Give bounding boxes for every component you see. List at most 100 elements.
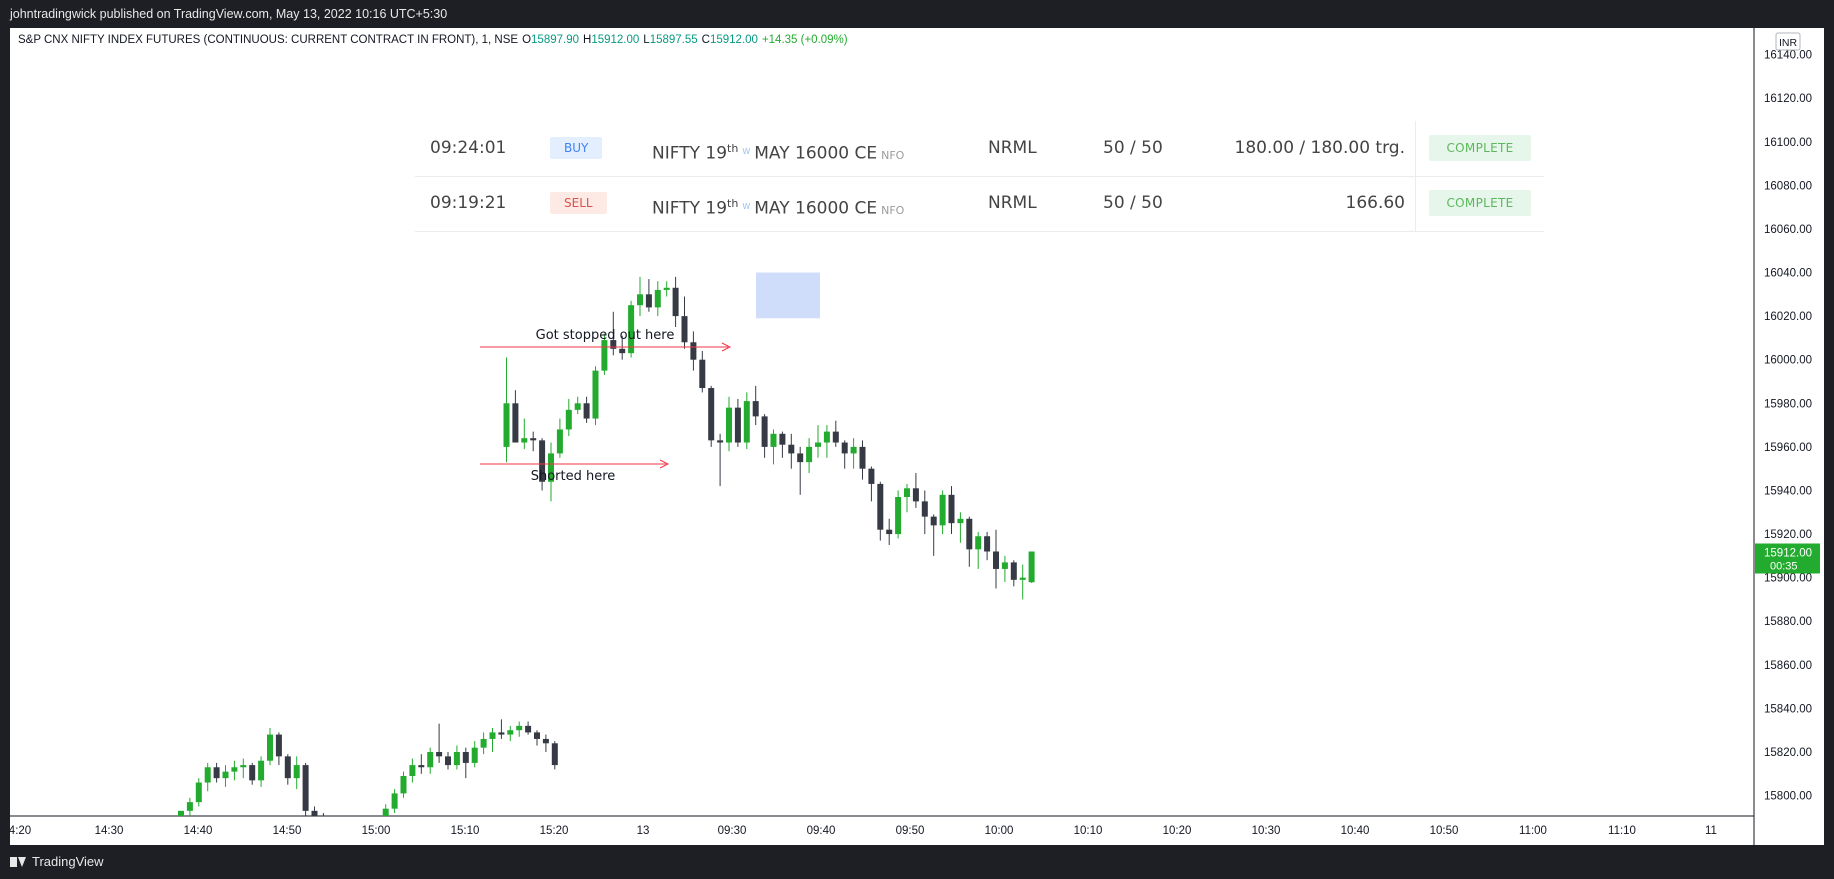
candle — [516, 721, 523, 737]
candle — [868, 466, 875, 502]
candle-body — [178, 810, 184, 816]
candle-body — [806, 446, 813, 463]
candle-body — [690, 342, 697, 360]
candle — [708, 385, 715, 447]
candle — [904, 483, 910, 513]
candle-body — [302, 765, 309, 811]
price-tick-label: 15920.00 — [1764, 529, 1812, 541]
tradingview-logo-icon — [10, 856, 26, 867]
candle-body — [1010, 562, 1017, 580]
candle — [619, 335, 626, 360]
candle — [645, 279, 652, 312]
candle-body — [539, 440, 546, 482]
time-tick-label: 13 — [637, 825, 650, 837]
weekly-icon: W — [742, 146, 751, 156]
candle-body — [521, 438, 528, 443]
candle-body — [583, 403, 590, 419]
candle — [574, 396, 581, 415]
published-text: johntradingwick published on TradingView… — [10, 7, 448, 21]
candle — [329, 817, 335, 834]
candle-body — [284, 756, 291, 779]
candle — [551, 741, 558, 770]
candle-body — [610, 340, 617, 349]
candle — [222, 765, 229, 787]
candle — [507, 725, 514, 742]
candle-body — [204, 767, 211, 783]
candle — [966, 516, 973, 567]
candle-body — [222, 771, 229, 779]
candle-body — [530, 438, 537, 441]
candle — [948, 486, 955, 535]
tradingview-logo[interactable]: TradingView — [10, 854, 104, 869]
candle — [975, 531, 982, 569]
candle — [453, 745, 460, 770]
published-header: johntradingwick published on TradingView… — [0, 0, 1834, 28]
candle — [850, 438, 857, 469]
candle-body — [347, 830, 353, 832]
candle — [806, 438, 813, 474]
candle-body — [761, 416, 768, 447]
ohlc-high: H15912.00 — [583, 34, 640, 46]
candle-body — [534, 732, 540, 739]
candle — [797, 446, 804, 495]
candle-body — [619, 348, 626, 354]
time-tick-label: 11:00 — [1519, 825, 1547, 837]
symbol-name: S&P CNX NIFTY INDEX FUTURES (CONTINUOUS:… — [18, 34, 519, 46]
candle-body — [382, 808, 389, 816]
candle — [347, 826, 353, 841]
candle — [1028, 551, 1035, 583]
time-tick-label: 10:40 — [1341, 825, 1370, 837]
footer-bar: TradingView — [0, 845, 1834, 879]
candle — [957, 512, 964, 543]
order-time: 09:24:01 — [430, 138, 507, 158]
countdown-value: 00:35 — [1770, 560, 1798, 572]
candle-body — [542, 738, 549, 744]
price-tick-label: 15840.00 — [1764, 703, 1812, 715]
candle — [322, 813, 324, 816]
candle — [637, 276, 643, 317]
current-price-bg — [1755, 543, 1820, 574]
candle-body — [672, 287, 679, 317]
annotations: Got stopped out here Shorted here — [480, 328, 732, 484]
time-tick-label: 15:10 — [451, 825, 480, 837]
time-tick-label: 15:20 — [540, 825, 569, 837]
candle-body — [400, 775, 407, 794]
candle — [231, 760, 238, 781]
candle — [734, 398, 741, 447]
shorted-arrow-head — [659, 459, 670, 469]
candle-body — [489, 732, 496, 739]
candle-body — [258, 760, 265, 781]
candle — [859, 440, 866, 480]
highlight-box — [756, 272, 820, 319]
candle-body — [231, 767, 238, 772]
candle-body — [462, 752, 469, 763]
price-change: +14.35 (+0.09%) — [761, 34, 848, 46]
candle — [726, 396, 732, 452]
candle-body — [213, 767, 220, 779]
candle — [592, 366, 599, 426]
candle — [525, 721, 532, 735]
time-tick-label: 09:40 — [807, 825, 836, 837]
candle-body — [717, 440, 724, 443]
candle-body — [823, 431, 830, 443]
candle — [717, 433, 724, 487]
candle-body — [815, 442, 821, 447]
candle-body — [275, 734, 282, 757]
candle — [534, 730, 540, 746]
time-tick-label: 10:10 — [1074, 825, 1103, 837]
ohlc-close: C15912.00 — [701, 34, 758, 46]
candle-body — [770, 433, 777, 447]
candle — [462, 747, 469, 779]
order-qty: 50 / 50 — [1103, 138, 1163, 158]
candle-body — [654, 289, 661, 308]
order-time: 09:19:21 — [430, 193, 507, 213]
candle-body — [788, 444, 795, 454]
candle — [939, 490, 946, 535]
candle — [681, 296, 688, 349]
candle — [761, 414, 768, 458]
candle-body — [507, 730, 514, 735]
candle-body — [311, 810, 318, 816]
candle — [186, 797, 193, 816]
order-instrument: NIFTY 19th W MAY 16000 CE NFO — [652, 197, 905, 219]
